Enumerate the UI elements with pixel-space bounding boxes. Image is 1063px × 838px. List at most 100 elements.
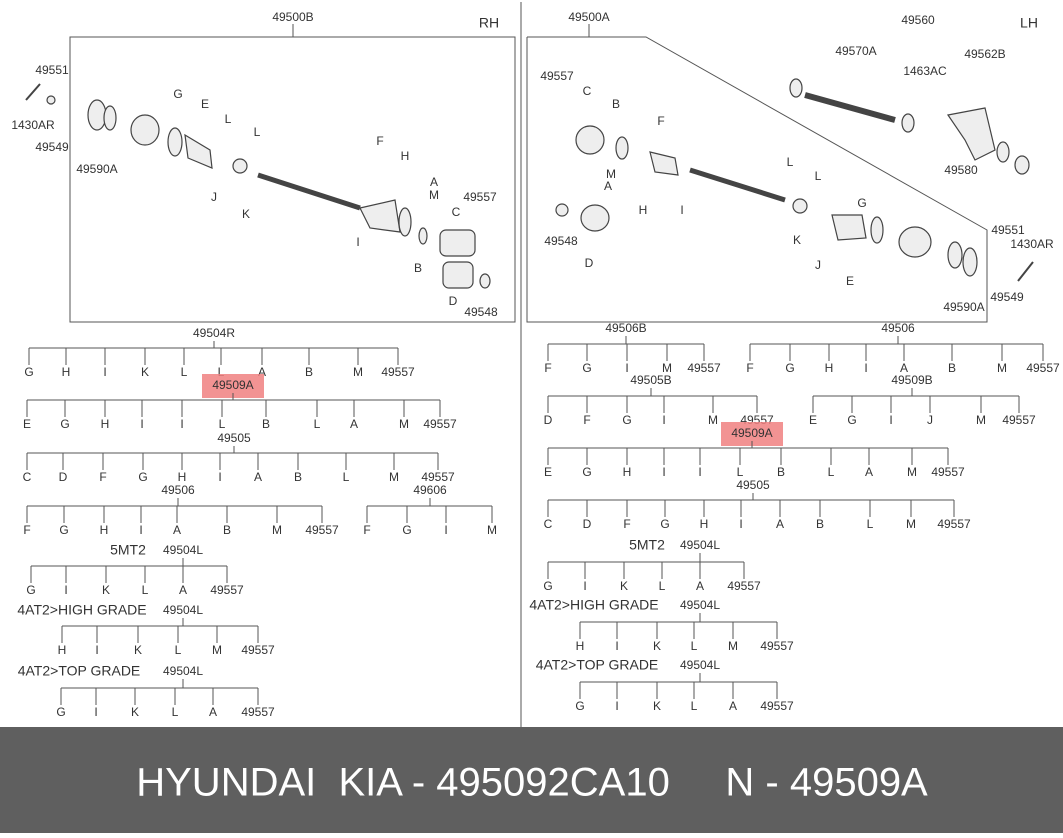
- tree-leaf: M: [389, 470, 399, 484]
- ring: [901, 113, 915, 133]
- tree-leaf: I: [180, 417, 183, 431]
- tree-leaf: G: [847, 413, 856, 427]
- callout: B: [612, 97, 620, 111]
- callout: L: [254, 125, 261, 139]
- ring: [947, 241, 963, 269]
- callout: 1430AR: [1010, 237, 1054, 251]
- tree-leaf: 49557: [760, 699, 794, 713]
- tree-leaf: G: [622, 413, 631, 427]
- tree-note: 5MT2: [629, 537, 665, 553]
- tree-leaf: L: [659, 579, 666, 593]
- tree-root: 49509A: [212, 378, 253, 392]
- boot: [359, 199, 401, 233]
- tree-leaf: F: [623, 517, 630, 531]
- callout: H: [401, 149, 410, 163]
- tree-leaf: F: [583, 413, 590, 427]
- callout: 49548: [544, 234, 578, 248]
- tree-leaf: B: [777, 465, 785, 479]
- callout: 49549: [990, 290, 1024, 304]
- bolt: [25, 83, 41, 101]
- callout: 49557: [463, 190, 497, 204]
- callout: 49562B: [964, 47, 1005, 61]
- tree-leaf: 49557: [423, 417, 457, 431]
- tree-leaf: I: [64, 583, 67, 597]
- tree-leaf: K: [102, 583, 110, 597]
- tree-leaf: F: [99, 470, 106, 484]
- callout: E: [846, 274, 854, 288]
- callout: A: [430, 175, 438, 189]
- tree-leaf: F: [544, 361, 551, 375]
- tree-leaf: I: [94, 705, 97, 719]
- tree-leaf: G: [59, 523, 68, 537]
- tree-leaf: L: [737, 465, 744, 479]
- tree-leaf: 49557: [241, 643, 275, 657]
- callout: J: [211, 190, 217, 204]
- tree-leaf: I: [625, 361, 628, 375]
- callout: G: [173, 87, 182, 101]
- tree-leaf: A: [776, 517, 784, 531]
- tree-leaf: I: [444, 523, 447, 537]
- tree-leaf: G: [785, 361, 794, 375]
- ring: [87, 99, 107, 131]
- tree-leaf: L: [218, 365, 225, 379]
- callout: L: [815, 169, 822, 183]
- callout: A: [604, 179, 612, 193]
- housing: [580, 204, 610, 232]
- rh-parts: [25, 83, 491, 289]
- tree-leaf: M: [708, 413, 718, 427]
- tree-leaf: L: [314, 417, 321, 431]
- tree-leaf: M: [976, 413, 986, 427]
- lh-parts: [555, 78, 1034, 282]
- tree-leaf: 49557: [1026, 361, 1060, 375]
- ring: [555, 203, 569, 217]
- tree-leaf: 49557: [937, 517, 971, 531]
- callout: D: [585, 256, 594, 270]
- tree-leaf: H: [101, 417, 110, 431]
- tree-leaf: I: [140, 417, 143, 431]
- tree-leaf: H: [623, 465, 632, 479]
- tree-leaf: F: [23, 523, 30, 537]
- ring: [479, 273, 491, 289]
- tree-leaf: A: [696, 579, 704, 593]
- tree-leaf: I: [662, 465, 665, 479]
- callout: C: [583, 84, 592, 98]
- tree-root: 49509B: [891, 373, 932, 387]
- tree-root: 49509A: [731, 426, 772, 440]
- tree-leaf: A: [179, 583, 187, 597]
- tree-leaf: L: [343, 470, 350, 484]
- tree-leaf: I: [218, 470, 221, 484]
- tree-leaf: C: [544, 517, 553, 531]
- tree-leaf: B: [816, 517, 824, 531]
- callout: K: [242, 207, 250, 221]
- callout: 49590A: [943, 300, 984, 314]
- callout: 49580: [944, 163, 978, 177]
- knuckle: [946, 107, 996, 161]
- tree-leaf: M: [907, 465, 917, 479]
- housing: [442, 261, 474, 289]
- tree-leaf: H: [58, 643, 67, 657]
- ring: [615, 136, 629, 160]
- ring: [103, 105, 117, 131]
- tree-leaf: B: [948, 361, 956, 375]
- shaft: [689, 167, 786, 203]
- tree-root: 49505B: [630, 373, 671, 387]
- ring: [398, 207, 412, 237]
- tree-leaf: I: [698, 465, 701, 479]
- tree-leaf: L: [691, 639, 698, 653]
- tree-leaf: A: [209, 705, 217, 719]
- tree-leaf: I: [95, 643, 98, 657]
- callout: 49551: [991, 223, 1025, 237]
- tree-leaf: G: [26, 583, 35, 597]
- tree-root: 49504L: [163, 664, 203, 678]
- canvas: [0, 0, 1063, 727]
- joint: [130, 114, 160, 146]
- tree-note: 4AT2>HIGH GRADE: [529, 597, 658, 613]
- tree-leaf: 49557: [241, 705, 275, 719]
- callout: 1430AR: [11, 118, 55, 132]
- tree-leaf: H: [576, 639, 585, 653]
- tree-leaf: M: [399, 417, 409, 431]
- ring: [789, 78, 803, 98]
- tree-leaf: 49557: [1002, 413, 1036, 427]
- boot: [184, 133, 213, 169]
